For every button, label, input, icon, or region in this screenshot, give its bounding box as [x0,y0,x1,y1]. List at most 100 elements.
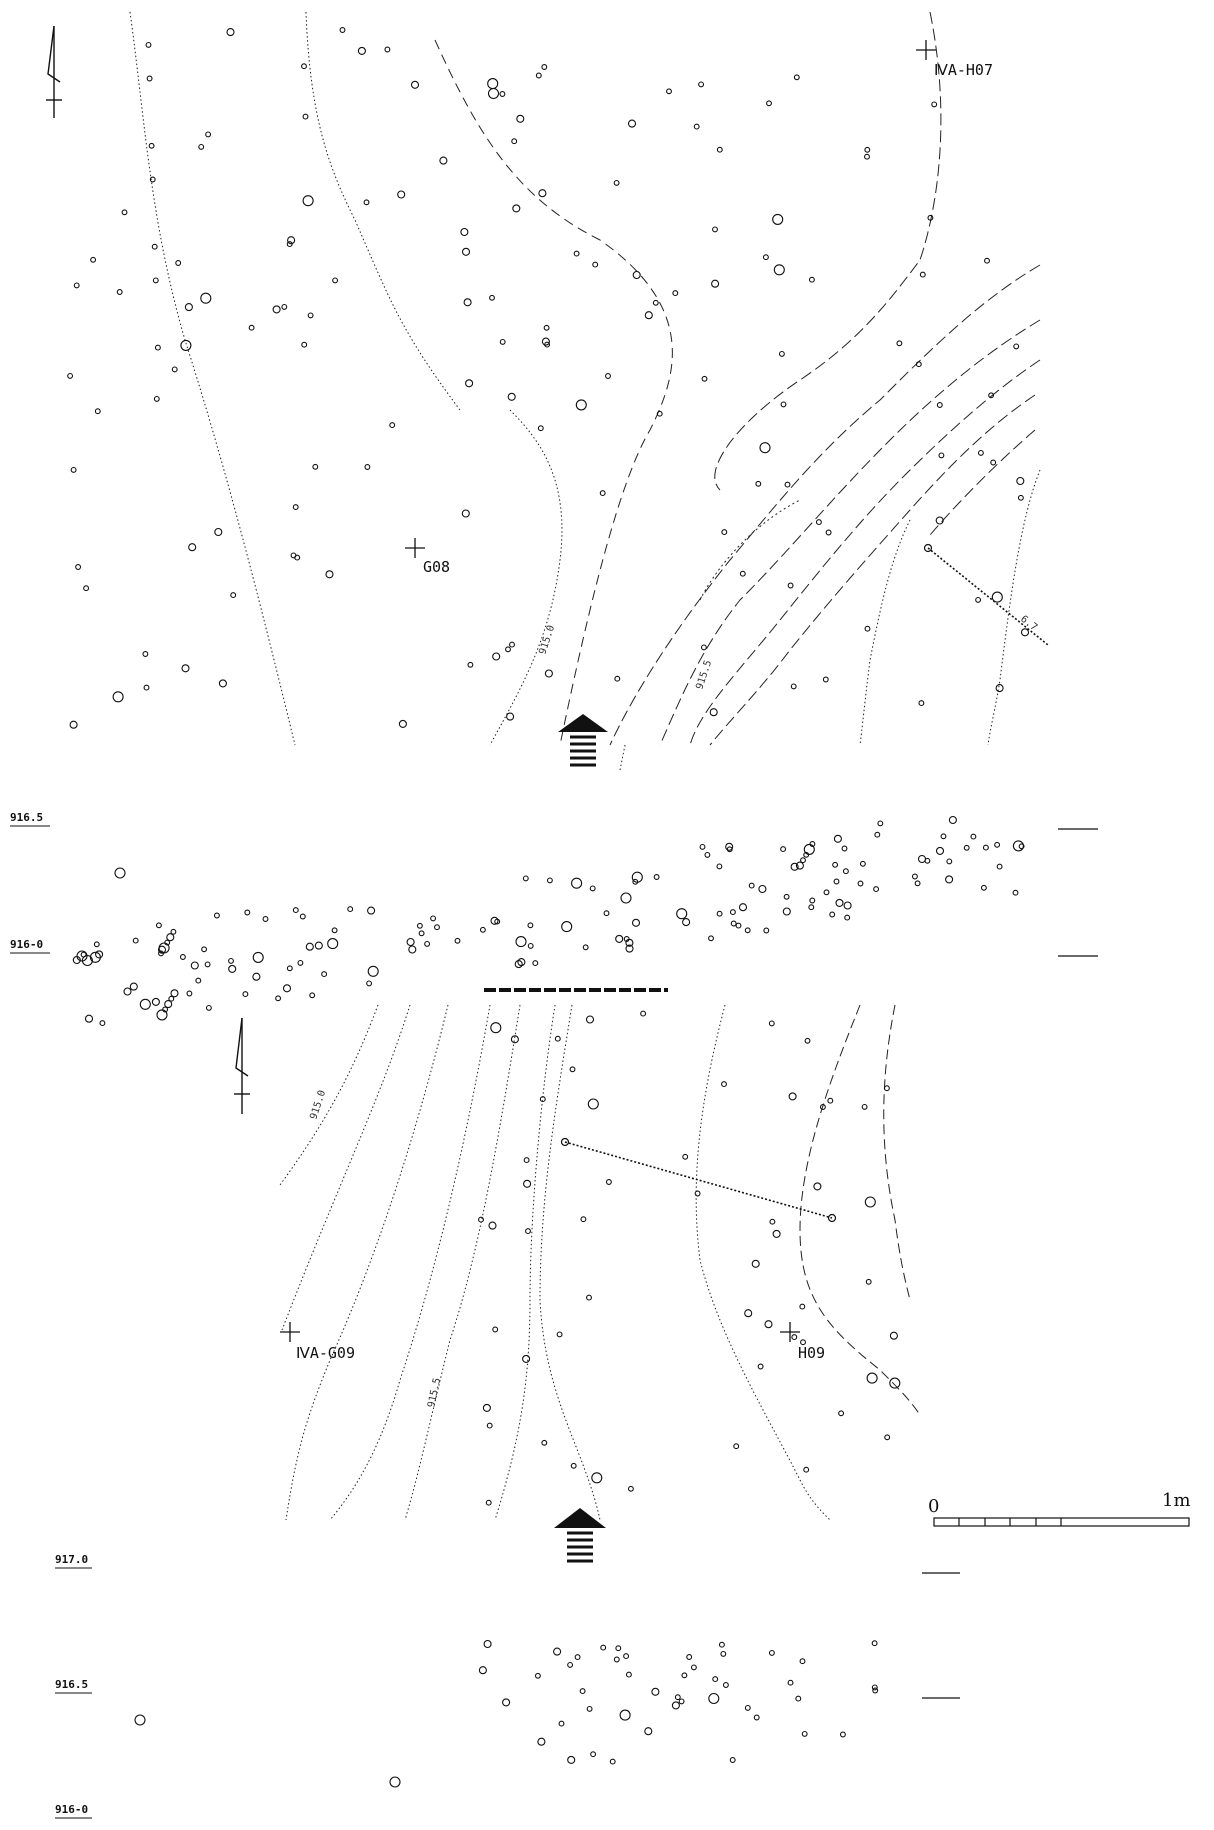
artifact-point [272,305,281,314]
artifact-point [487,87,500,100]
artifact-point [763,927,770,934]
artifact-point [499,338,506,345]
artifact-points [478,1010,901,1506]
artifact-point [157,945,167,954]
artifact-point [539,1096,546,1103]
artifact-point [694,1190,701,1197]
artifact-point [589,885,596,892]
artifact-point [460,227,469,237]
contour-lines [129,11,1041,771]
contour-label-915-0: 915.0 [308,1089,328,1121]
artifact-point [721,529,728,536]
artifact-point [803,843,815,855]
artifact-point [507,392,516,401]
artifact-point [123,987,132,996]
artifact-point [911,873,918,880]
artifact-point [871,1640,878,1647]
artifact-point [739,570,746,577]
artifact-point [940,833,947,840]
artifact-point [205,131,212,138]
artifact-point [142,651,149,657]
artifact-point [523,1179,532,1188]
artifact-point [230,592,237,599]
artifact-point [620,892,632,904]
artifact-point [228,964,237,973]
artifact-point [917,854,927,864]
artifact-point [121,209,128,216]
artifact-point [884,1434,891,1441]
artifact-point [730,920,737,927]
artifact-point [1017,494,1024,501]
grid-label-h09: H09 [798,1344,825,1362]
contour-label-915-5: 915.5 [694,659,714,691]
artifact-point [143,684,150,691]
artifact-point [653,874,660,880]
artifact-point [946,858,953,865]
artifact-point [84,1014,94,1023]
artifact-point [490,916,499,925]
artifact-point [156,1009,168,1021]
artifact-point [1013,343,1020,350]
artifact-point [152,277,159,284]
artifact-point [712,226,718,233]
artifact-point [787,582,794,589]
artifact-point [674,1694,681,1701]
artifact-point [590,1751,597,1758]
artifact-point [963,844,970,851]
artifact-point [580,1216,587,1223]
contour-label-915-5: 915.5 [426,1377,443,1409]
artifact-point [553,1647,562,1656]
artifact-point [186,990,193,997]
artifact-point [857,880,864,887]
artifact-point [434,924,440,931]
artifact-point [681,1672,688,1679]
artifact-point [718,1641,725,1648]
artifact-point [527,922,534,929]
artifact-point [149,176,156,183]
artifact-point [510,1035,519,1044]
artifact-point [218,679,227,688]
artifact-point [644,1727,653,1736]
artifact-point [582,944,589,951]
artifact-point [712,1676,719,1683]
contour-label-915-0: 915.0 [537,624,557,656]
artifact-point [282,984,292,993]
artifact-point [499,91,506,97]
artifact-point [1016,476,1025,486]
artifact-point [461,509,470,518]
artifact-point [575,399,587,411]
artifact-point [132,937,139,944]
artifact-point [631,918,641,927]
artifact-point [151,997,160,1006]
artifact-point [505,646,511,653]
artifact-point [201,946,208,953]
artifact-point [389,422,396,429]
artifact-point [623,1653,630,1660]
artifact-point [561,921,573,933]
artifact-point [205,1004,212,1011]
artifact-point [815,519,822,526]
elevation-label: 917.0 [55,1553,88,1566]
artifact-point [90,256,97,263]
artifact-point [935,516,944,525]
artifact-point [627,1485,634,1492]
artifact-point [287,236,296,245]
artifact-point [751,1259,760,1268]
artifact-point [640,1010,647,1017]
artifact-point [546,877,553,884]
artifact-point [790,683,797,690]
artifact-point [991,591,1003,603]
artifact-point [625,938,634,947]
artifact-point [162,1006,169,1013]
artifact-point [865,1278,872,1285]
artifact-point [523,1157,530,1164]
artifact-point [155,922,162,929]
artifact-point [729,1757,736,1763]
artifact-point [931,101,938,108]
artifact-point [490,1022,502,1034]
artifact-point [842,868,849,875]
artifact-point [309,992,316,999]
artifact-point [170,928,177,935]
artifact-point [808,276,815,283]
section-label: 6.7 [1018,614,1039,634]
